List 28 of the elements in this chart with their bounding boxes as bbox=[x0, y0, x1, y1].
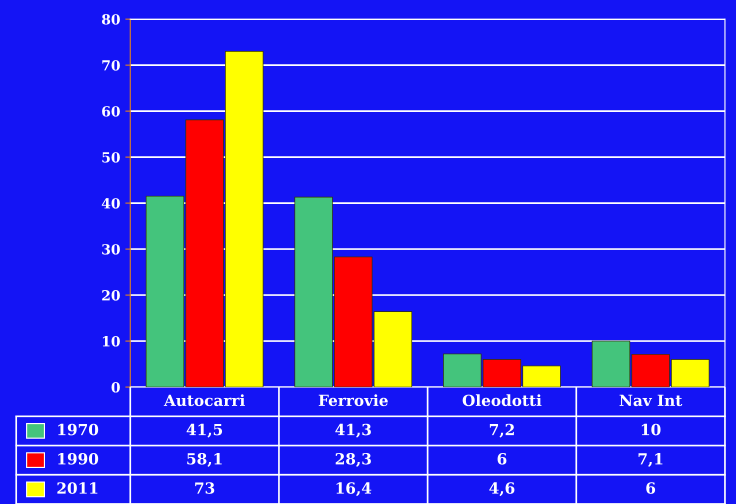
y-tick-label: 20 bbox=[102, 290, 120, 301]
y-tick-label: 80 bbox=[102, 14, 120, 25]
y-tick-label: 50 bbox=[102, 152, 120, 163]
data-label: 58,1 bbox=[187, 453, 222, 467]
data-label: 41,3 bbox=[335, 424, 371, 438]
data-label: 28,3 bbox=[336, 453, 371, 467]
legend-label: 1990 bbox=[58, 453, 98, 465]
data-label: 6 bbox=[498, 453, 506, 465]
y-tick-label: 10 bbox=[102, 336, 120, 347]
data-label: 41,5 bbox=[186, 424, 222, 438]
data-label: 16,4 bbox=[336, 482, 372, 496]
data-label: 6 bbox=[646, 482, 656, 494]
y-tick-label: 0 bbox=[112, 382, 120, 393]
x-tick-label: Autocarri bbox=[164, 394, 245, 406]
data-label: 7,2 bbox=[490, 424, 514, 438]
x-tick-label: Nav Int bbox=[620, 394, 682, 406]
data-label: 7,1 bbox=[638, 453, 662, 467]
x-tick-label: Oleodotti bbox=[462, 394, 542, 406]
data-label: 10 bbox=[642, 424, 661, 436]
legend-label: 2011 bbox=[57, 482, 98, 494]
legend-label: 1970 bbox=[58, 424, 98, 436]
data-label: 73 bbox=[195, 482, 214, 494]
y-tick-label: 40 bbox=[102, 198, 120, 209]
x-tick-label: Ferrovie bbox=[318, 394, 388, 406]
data-label: 4,6 bbox=[489, 482, 514, 496]
y-tick-label: 30 bbox=[102, 244, 120, 255]
y-tick-label: 70 bbox=[102, 60, 120, 71]
y-tick-label: 60 bbox=[102, 106, 120, 117]
